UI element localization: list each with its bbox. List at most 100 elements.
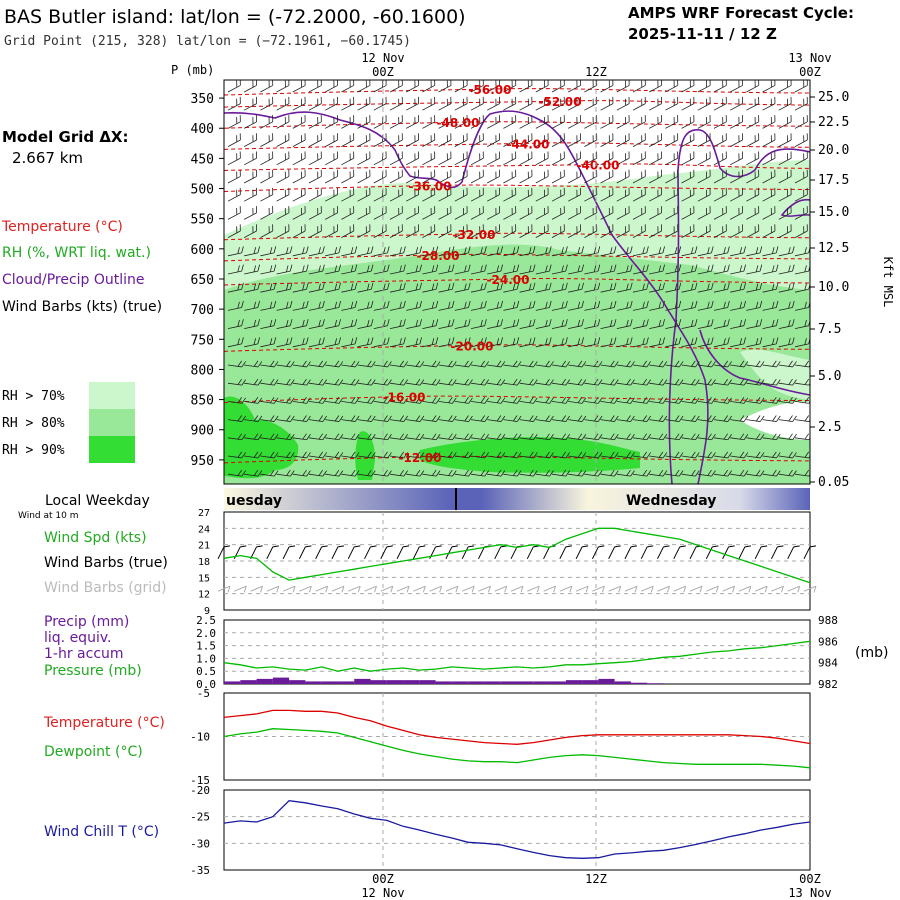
wind-barb-flag: [253, 301, 257, 309]
wind-barb: [244, 169, 257, 184]
wind-barb-flag: [289, 282, 293, 290]
wind-barb: [487, 187, 500, 202]
wind-barb: [665, 300, 682, 311]
wind-barb-flag: [239, 169, 241, 177]
wind-barb-flag: [612, 224, 614, 232]
wind-barb-shaft: [503, 270, 518, 275]
wind-barb: [227, 319, 244, 329]
wind-barb-flag: [755, 378, 761, 385]
wind-barb-flag: [463, 171, 465, 179]
precip-bar: [500, 681, 517, 684]
wind-barb: [308, 169, 322, 184]
wind-barb-flag: [788, 247, 791, 254]
wind-barb-flag: [581, 300, 584, 308]
wind-barb-flag: [320, 133, 322, 141]
wind-barb-flag: [626, 319, 629, 327]
wind-barb: [260, 187, 274, 202]
wind-barb-shaft: [341, 85, 354, 93]
wind-barb-flag: [236, 153, 238, 161]
wind-barb-flag: [754, 153, 756, 161]
wind-barb-flag: [579, 96, 581, 104]
wind-barb-shaft: [406, 270, 420, 275]
wind-barb-flag: [641, 135, 643, 142]
wind-barb: [535, 246, 552, 257]
top-hour-label: 00Z: [372, 65, 394, 79]
wind-barb-shaft: [308, 121, 322, 129]
wind-barb: [357, 246, 374, 257]
wind-barb: [649, 337, 665, 348]
wind-barb: [227, 300, 244, 311]
wind-barb-flag: [482, 115, 484, 122]
wind-barb-flag: [369, 206, 371, 213]
dewpoint-label: Dewpoint (°C): [44, 744, 143, 760]
wind-barb-shaft: [308, 382, 323, 386]
wind-barb: [535, 264, 552, 275]
wind-barb-flag: [257, 282, 260, 290]
wind-barb-flag: [597, 361, 603, 368]
wind-barb: [665, 169, 679, 184]
wind-barb-flag: [288, 133, 290, 141]
wind-barb-flag: [369, 187, 371, 195]
wind-barb-flag: [415, 265, 419, 273]
wind-barb-shaft: [584, 85, 597, 93]
wind-barb-flag: [468, 264, 471, 272]
wind-barb-flag: [563, 224, 565, 232]
wind-barb-shaft: [778, 270, 793, 275]
wind-barb: [422, 300, 439, 311]
wind-barb-shaft: [697, 343, 712, 348]
wind-barb: [406, 246, 422, 257]
wind-barb-flag: [613, 282, 617, 290]
wind-barb: [730, 169, 743, 184]
wind-barb-shaft: [454, 307, 469, 311]
wind-barb-shaft: [325, 176, 338, 184]
wind-barb-flag: [759, 361, 765, 368]
wind-barb-flag: [644, 206, 646, 213]
wind-barb-flag: [563, 151, 565, 159]
wind-barb-flag: [628, 133, 630, 141]
wind-barb: [227, 151, 241, 166]
pressure-tick-label: 850: [191, 394, 214, 409]
wind-barb-flag: [237, 397, 243, 404]
wind-barb: [632, 96, 646, 111]
wind-barb-shaft: [341, 230, 354, 238]
wind-barb-shaft: [632, 139, 646, 147]
wind-barb: [649, 264, 665, 275]
wind-barb-shaft: [551, 194, 565, 202]
wind-barb: [260, 133, 274, 147]
wind-barb-flag: [301, 98, 303, 106]
wind-barb-shaft: [244, 307, 258, 311]
wind-barb-flag: [382, 189, 384, 197]
wind-barb-shaft: [308, 176, 322, 184]
wind-barb-flag: [495, 116, 497, 124]
wind-barb-shaft: [535, 307, 550, 311]
wind-barb-shaft: [600, 270, 615, 275]
wind-barb: [600, 360, 619, 368]
wind-barb-flag: [806, 151, 808, 159]
wind-barb-shaft: [389, 364, 404, 368]
wind-barb-flag: [628, 206, 630, 213]
wind-barb-flag: [450, 115, 452, 122]
wind-barb-flag: [674, 378, 680, 385]
wind-barb-flag: [430, 135, 432, 142]
wind-barb-flag: [593, 397, 599, 404]
wind-barb-flag: [385, 187, 387, 195]
wind-barb: [746, 206, 760, 220]
temperature-contour-line: [224, 88, 810, 96]
wind-barb-shaft: [681, 194, 695, 202]
wind-barb-shaft: [260, 382, 275, 386]
wind-barb-shaft: [325, 364, 340, 368]
wind-barb-shaft: [551, 230, 565, 238]
wind-barb: [454, 133, 468, 147]
wind-barb-flag: [272, 133, 274, 141]
wind-barb-shaft: [244, 288, 258, 293]
wind-barb-flag: [285, 247, 289, 254]
wind-barb: [551, 264, 568, 275]
wind-barb-flag: [516, 282, 520, 290]
wind-barb-flag: [803, 153, 805, 161]
wind-barb-shaft: [341, 288, 356, 293]
wind-barb-shaft: [454, 139, 468, 147]
wind-barb-shaft: [244, 176, 257, 184]
wind-barb-shaft: [503, 194, 516, 202]
wind-barb-flag: [725, 206, 727, 213]
wind-barb-flag: [707, 247, 710, 254]
